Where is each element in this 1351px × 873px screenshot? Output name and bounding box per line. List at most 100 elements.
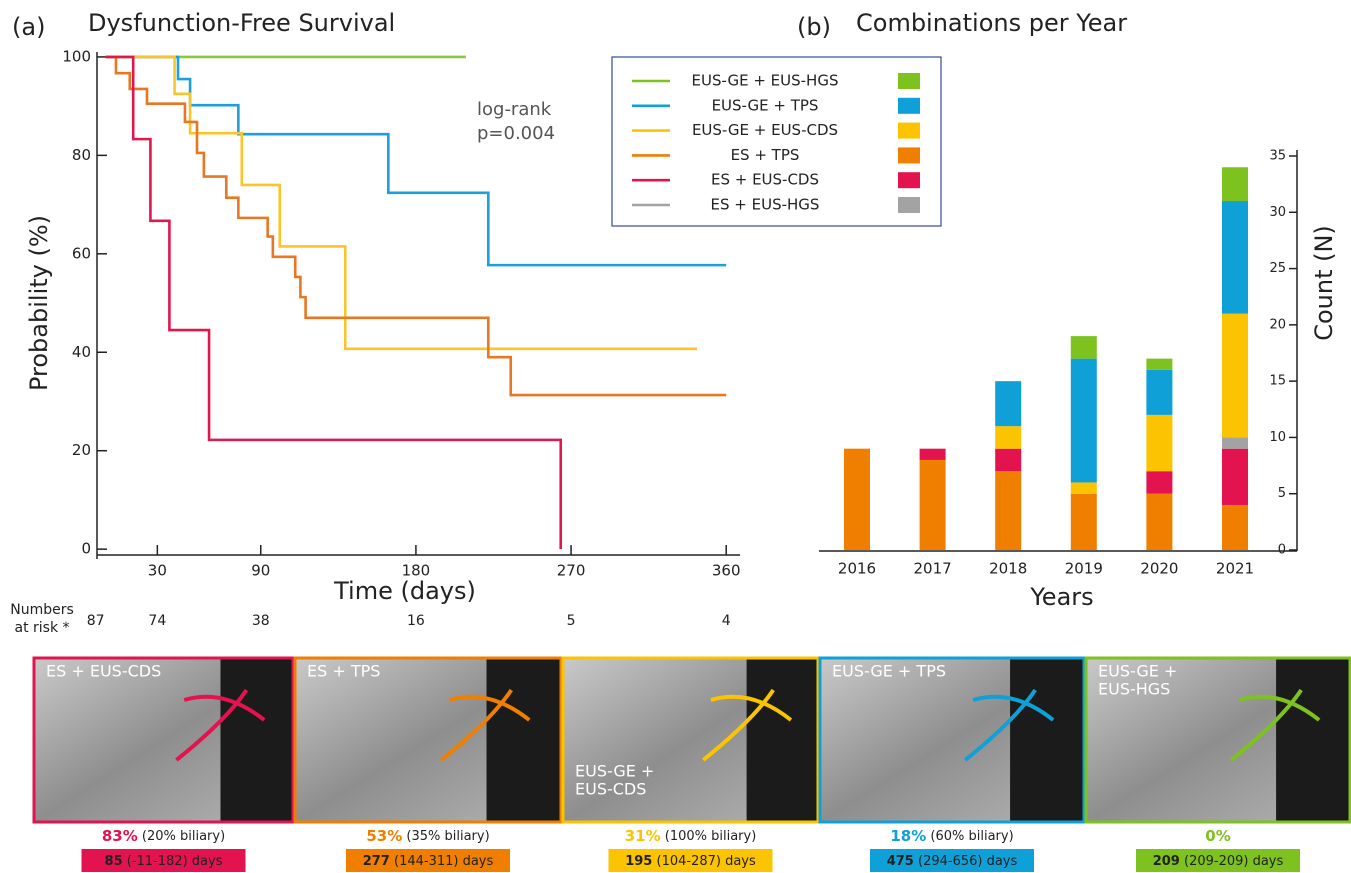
bar-segment bbox=[1222, 437, 1248, 449]
x-tick-label: 30 bbox=[148, 562, 167, 580]
bar-segment bbox=[1146, 414, 1173, 472]
survival-line bbox=[105, 55, 727, 397]
panel-stats: 18% (60% biliary) bbox=[890, 827, 1013, 845]
legend-swatch bbox=[898, 197, 920, 213]
bar-segment bbox=[995, 381, 1022, 427]
y-tick-label: 15 bbox=[1269, 374, 1286, 389]
panel-frame bbox=[293, 656, 563, 824]
median-text: 209 (209-209) days bbox=[1153, 854, 1284, 869]
panel-title: ES + EUS-CDS bbox=[46, 662, 161, 681]
panel-title: EUS-HGS bbox=[1098, 680, 1170, 699]
survival-line bbox=[105, 55, 697, 351]
annotation: log-rank bbox=[477, 99, 552, 120]
survival-line bbox=[105, 55, 563, 550]
at-risk-label: at risk * bbox=[14, 620, 69, 636]
image-dark-edge bbox=[1276, 658, 1350, 822]
rate: 83% bbox=[102, 827, 138, 845]
y-axis-label: Count (N) bbox=[1310, 225, 1338, 341]
panel-label: (a) bbox=[12, 13, 45, 41]
bar-segment bbox=[919, 448, 946, 460]
y-tick-label: 5 bbox=[1278, 486, 1286, 501]
stent-icon bbox=[175, 688, 266, 762]
at-risk-value: 5 bbox=[567, 613, 576, 629]
biliary-share: (20% biliary) bbox=[142, 829, 225, 844]
y-tick-label: 100 bbox=[62, 47, 91, 65]
panel-stats: 0% bbox=[1205, 827, 1230, 845]
panel-title: EUS-GE + bbox=[1098, 662, 1177, 681]
y-tick-label: 0 bbox=[81, 540, 91, 558]
bar-segment bbox=[1070, 358, 1097, 483]
chart-title: Combinations per Year bbox=[856, 9, 1127, 37]
y-tick-label: 10 bbox=[1269, 430, 1286, 445]
panel-title: EUS-GE + TPS bbox=[832, 662, 946, 681]
median: 475 bbox=[887, 854, 914, 869]
legend-swatch bbox=[898, 73, 920, 89]
y-tick-label: 80 bbox=[72, 146, 91, 164]
x-tick-label: 90 bbox=[251, 562, 270, 580]
median-range: (104-287) days bbox=[657, 854, 757, 869]
stent-icon bbox=[963, 688, 1055, 762]
image-dark-edge bbox=[746, 658, 818, 822]
bar-segment bbox=[1146, 358, 1173, 370]
y-tick-label: 25 bbox=[1269, 261, 1286, 276]
rate: 0% bbox=[1205, 827, 1230, 845]
x-tick-label: 2017 bbox=[914, 560, 952, 578]
median-box bbox=[346, 849, 510, 872]
image-dark-edge bbox=[220, 658, 293, 822]
median: 209 bbox=[1153, 854, 1180, 869]
at-risk-label: Numbers bbox=[10, 602, 74, 618]
panel-frame bbox=[561, 656, 820, 824]
median-box bbox=[608, 849, 773, 872]
median-box bbox=[1136, 849, 1300, 872]
image-dark-edge bbox=[1010, 658, 1084, 822]
panel-stats: 83% (20% biliary) bbox=[102, 827, 225, 845]
x-tick-label: 2021 bbox=[1216, 560, 1254, 578]
median-text: 85 (-11-182) days bbox=[105, 854, 223, 869]
y-tick-label: 30 bbox=[1269, 205, 1286, 220]
bar-segment bbox=[1222, 504, 1248, 550]
panel-frame bbox=[1084, 656, 1351, 824]
x-tick-label: 2018 bbox=[989, 560, 1027, 578]
biliary-share: (100% biliary) bbox=[665, 829, 757, 844]
median-range: (144-311) days bbox=[394, 854, 494, 869]
rate: 31% bbox=[625, 827, 661, 845]
median-text: 195 (104-287) days bbox=[625, 854, 756, 869]
panel-title: ES + TPS bbox=[307, 662, 380, 681]
panel-frame bbox=[818, 656, 1086, 824]
rate: 53% bbox=[366, 827, 402, 845]
legend-label: ES + EUS-CDS bbox=[711, 171, 819, 189]
median-box bbox=[81, 849, 246, 872]
at-risk-value: 74 bbox=[148, 613, 166, 629]
at-risk-value: 38 bbox=[252, 613, 270, 629]
y-tick-label: 20 bbox=[72, 441, 91, 459]
x-tick-label: 360 bbox=[712, 562, 741, 580]
y-tick-label: 20 bbox=[1269, 317, 1286, 332]
legend-swatch bbox=[898, 147, 920, 164]
legend-label: EUS-GE + EUS-HGS bbox=[692, 72, 839, 90]
bar-segment bbox=[1222, 313, 1248, 438]
y-axis-label: Probability (%) bbox=[25, 215, 53, 391]
bar-segment bbox=[1070, 482, 1097, 494]
legend-label: EUS-GE + EUS-CDS bbox=[692, 121, 838, 139]
at-risk-value: 16 bbox=[407, 613, 425, 629]
survival-line bbox=[105, 55, 727, 267]
panel-frame bbox=[32, 656, 295, 824]
bar-segment bbox=[1070, 336, 1097, 359]
median-box bbox=[870, 849, 1034, 872]
bar-segment bbox=[1146, 369, 1173, 415]
panel-stats: 53% (35% biliary) bbox=[366, 827, 489, 845]
y-tick-label: 0 bbox=[1278, 543, 1286, 558]
at-risk-value: 4 bbox=[722, 613, 731, 629]
bar-segment bbox=[1070, 493, 1097, 550]
legend-swatch bbox=[898, 97, 920, 114]
median-range: (-11-182) days bbox=[127, 854, 223, 869]
bar-segment bbox=[1146, 493, 1173, 550]
legend-swatch bbox=[898, 122, 920, 139]
median: 85 bbox=[105, 854, 123, 869]
x-tick-label: 2020 bbox=[1140, 560, 1178, 578]
legend-label: ES + EUS-HGS bbox=[711, 196, 820, 214]
annotation: p=0.004 bbox=[477, 123, 555, 144]
bar-segment bbox=[919, 459, 946, 550]
biliary-share: (60% biliary) bbox=[930, 829, 1013, 844]
